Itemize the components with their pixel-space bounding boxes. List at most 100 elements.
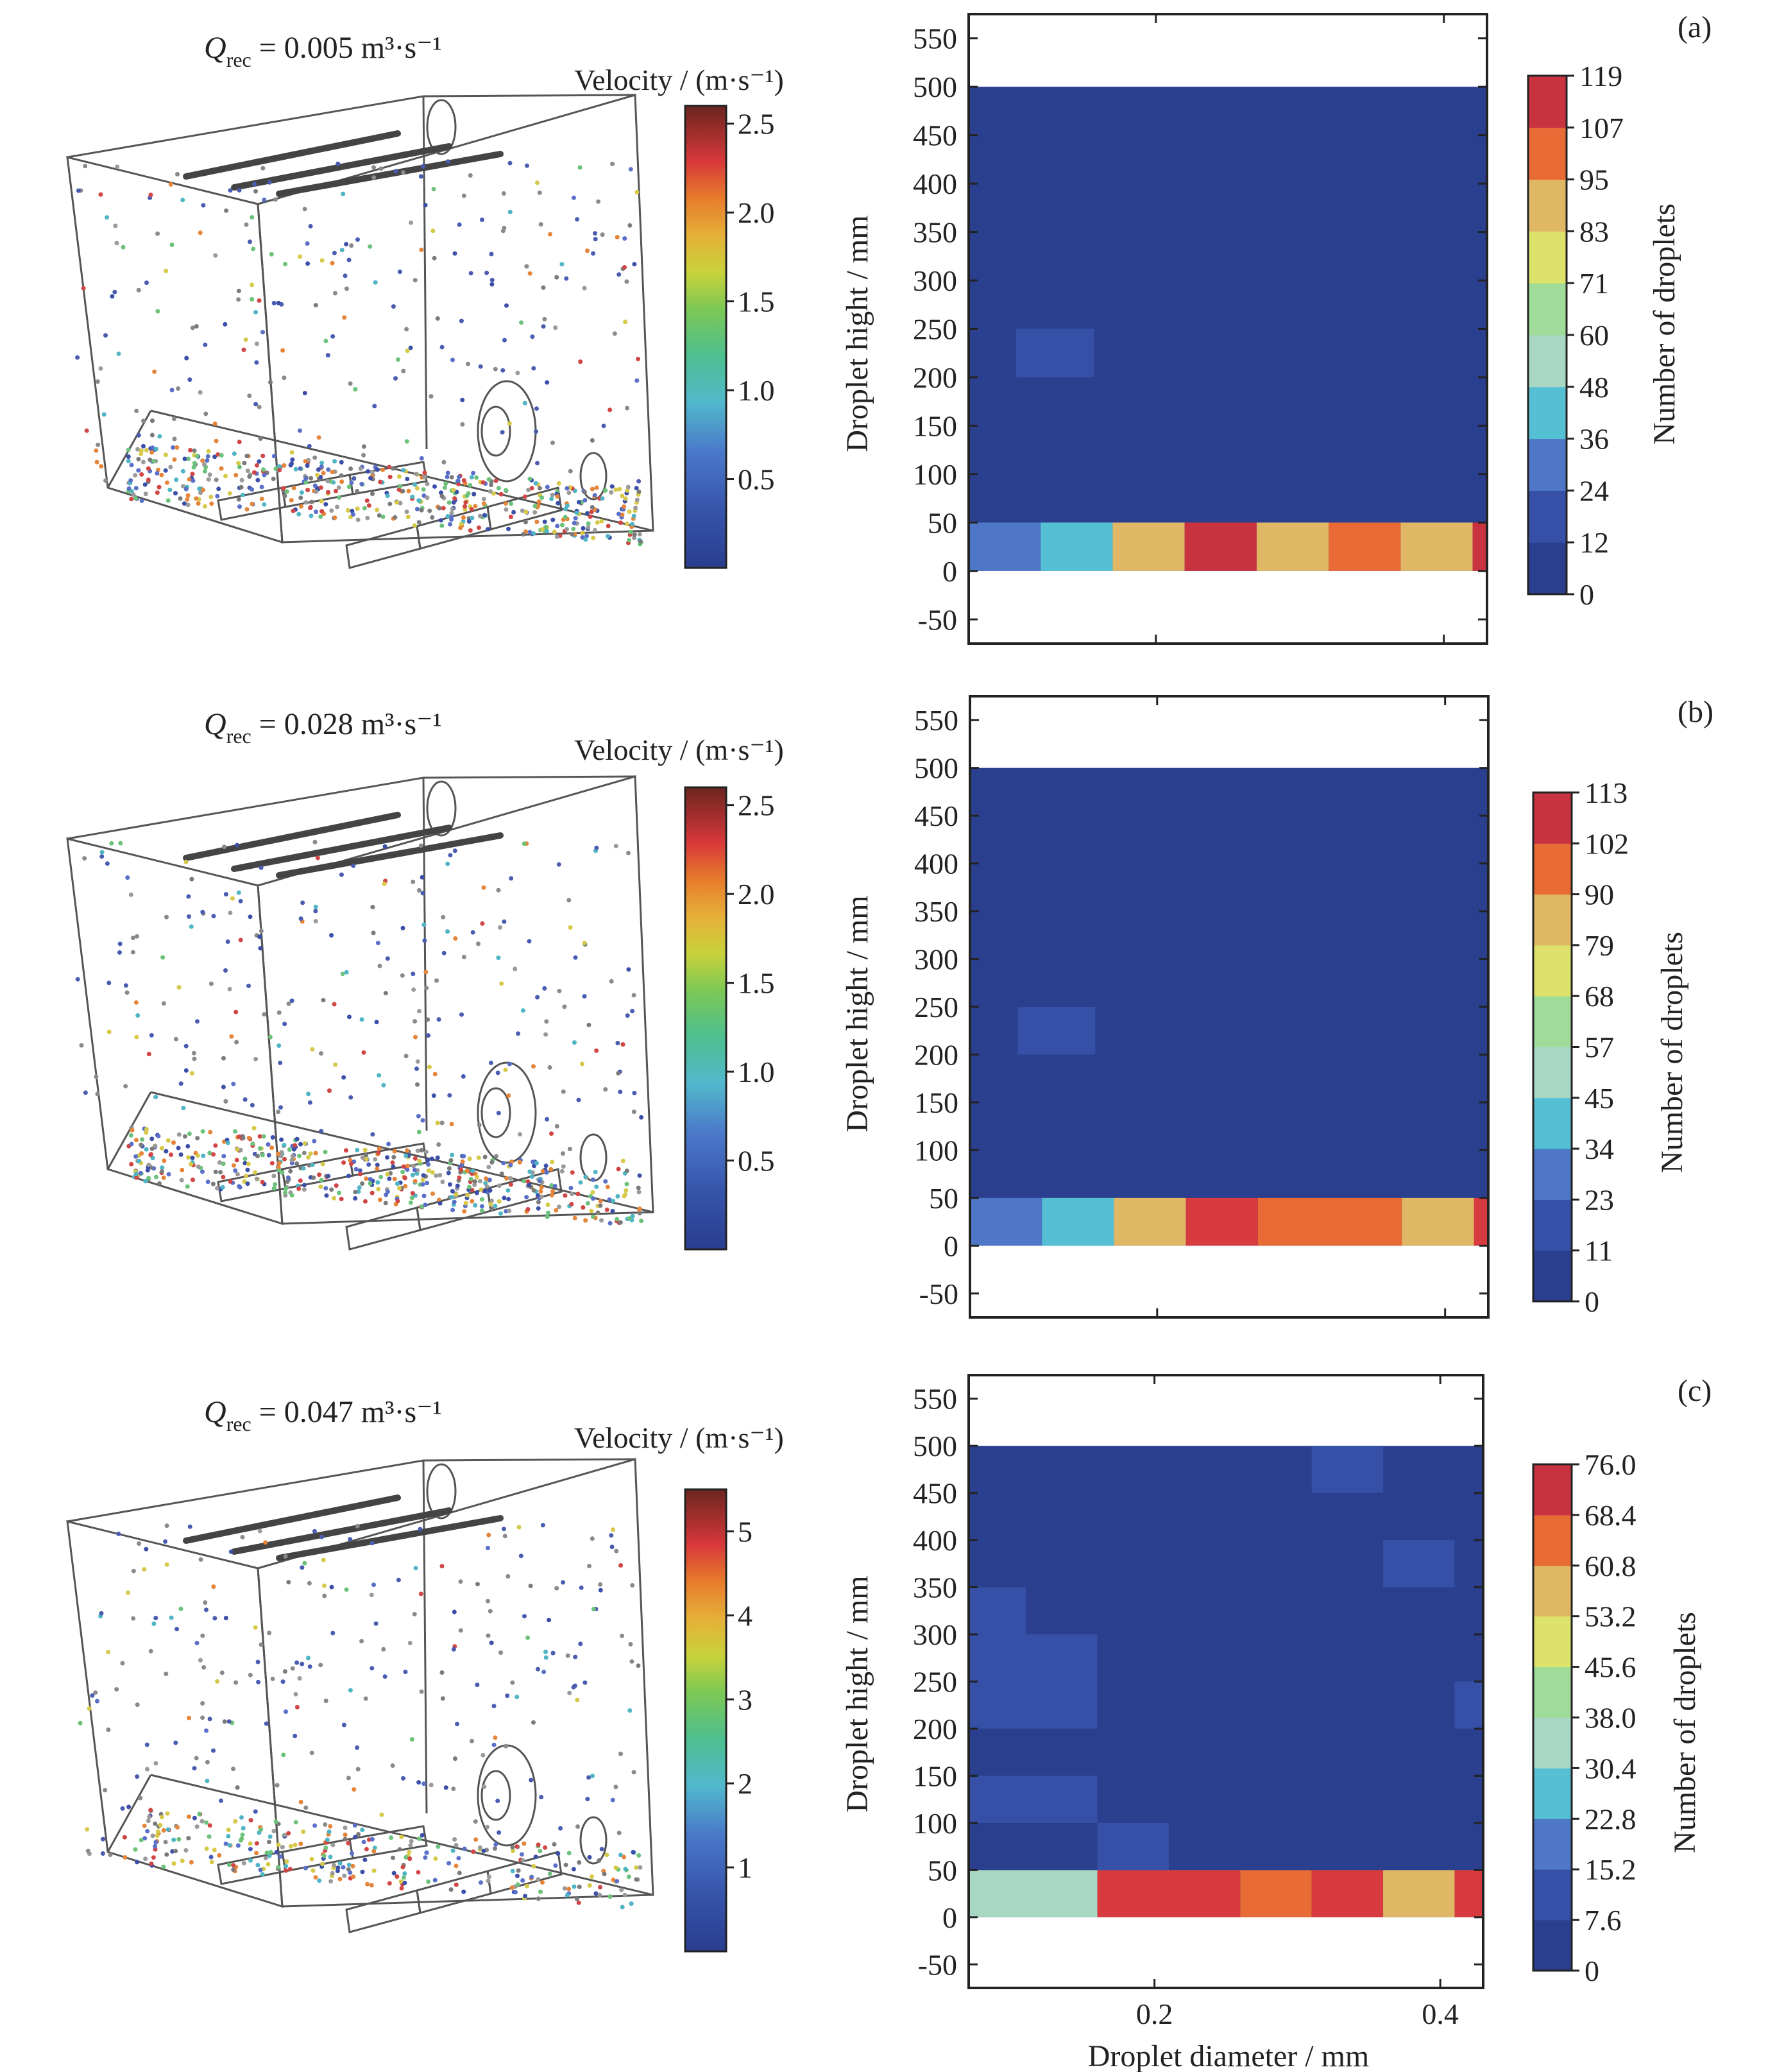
droplet: [631, 1109, 636, 1115]
droplet: [370, 1190, 375, 1195]
droplet: [425, 1017, 430, 1022]
panel-label-b: (b): [1678, 695, 1713, 729]
droplet: [605, 1185, 610, 1190]
ylabel-b: Droplet hight / mm: [840, 895, 874, 1132]
droplet: [552, 1842, 557, 1847]
droplet: [278, 1060, 283, 1065]
droplet: [589, 1208, 594, 1213]
droplet: [524, 1883, 529, 1888]
droplet: [342, 1873, 347, 1878]
droplet: [582, 490, 587, 495]
droplet: [341, 1865, 346, 1870]
droplet: [542, 519, 547, 524]
droplet: [290, 457, 295, 462]
droplet: [522, 1179, 527, 1183]
droplet: [254, 1851, 259, 1856]
droplet: [289, 498, 294, 502]
droplet: [329, 1187, 334, 1192]
colorbar-segment: [1533, 843, 1572, 895]
droplet: [291, 1147, 296, 1152]
droplet: [201, 1153, 206, 1158]
droplet: [157, 1181, 162, 1186]
droplet: [595, 520, 600, 525]
droplet: [189, 1161, 194, 1167]
droplet: [417, 1837, 421, 1841]
droplet: [144, 1147, 149, 1152]
droplet: [536, 1193, 540, 1198]
droplet: [134, 1175, 139, 1180]
droplet: [438, 1201, 443, 1206]
droplet: [571, 526, 576, 531]
droplet: [419, 508, 424, 513]
droplet: [587, 1564, 592, 1568]
droplet: [159, 472, 164, 477]
droplet: [554, 1586, 559, 1591]
droplet: [355, 1147, 360, 1152]
droplet: [375, 941, 380, 945]
droplet: [334, 1183, 339, 1188]
droplet: [178, 1606, 183, 1611]
droplet: [504, 507, 509, 512]
droplet: [441, 950, 446, 955]
droplet: [204, 1607, 208, 1613]
heatmap-cell: [1017, 1007, 1096, 1055]
droplet: [574, 510, 579, 515]
droplet: [332, 1195, 337, 1201]
droplet: [343, 1832, 348, 1837]
droplet: [346, 484, 352, 490]
droplet: [231, 1867, 236, 1872]
droplet: [546, 1210, 550, 1215]
droplet: [628, 1641, 633, 1647]
droplet: [131, 936, 135, 941]
droplet: [78, 1720, 83, 1725]
droplet: [627, 223, 633, 228]
droplet: [145, 1767, 149, 1772]
droplet: [258, 1867, 263, 1872]
droplet: [480, 921, 485, 926]
droplet: [201, 203, 206, 208]
droplet: [402, 1176, 407, 1181]
droplet: [207, 1717, 212, 1722]
droplet: [187, 1131, 192, 1136]
droplet: [565, 486, 570, 491]
droplet: [180, 1858, 185, 1863]
droplet: [450, 1848, 455, 1853]
droplet: [619, 1887, 624, 1892]
droplet: [416, 1129, 421, 1134]
droplet: [578, 1641, 583, 1647]
droplet: [192, 1815, 197, 1820]
droplet: [311, 1175, 316, 1180]
droplet: [316, 467, 321, 472]
droplet: [454, 490, 459, 495]
droplet: [443, 481, 448, 486]
droplet: [223, 321, 228, 327]
droplet: [257, 1134, 262, 1139]
droplet: [413, 1566, 418, 1571]
droplet: [191, 1050, 196, 1056]
droplet: [624, 1181, 629, 1186]
droplet: [202, 462, 207, 467]
droplet: [385, 493, 390, 499]
y-tick-label: 0: [942, 1901, 957, 1934]
droplet: [393, 376, 398, 381]
y-tick-label: 300: [913, 264, 957, 297]
droplet: [131, 492, 136, 497]
droplet: [268, 1849, 273, 1854]
droplet: [187, 1814, 191, 1819]
droplet: [513, 1890, 518, 1895]
droplet: [530, 334, 535, 339]
droplet: [169, 1152, 174, 1157]
heatmap-cell: [1184, 522, 1257, 571]
droplet: [153, 1840, 158, 1845]
droplet: [572, 1040, 577, 1045]
droplet: [286, 1831, 291, 1836]
y-tick-label: 300: [913, 1618, 957, 1651]
droplet: [348, 1537, 353, 1542]
droplet: [547, 1065, 552, 1070]
droplet: [472, 492, 477, 497]
droplet: [482, 1188, 488, 1194]
droplet: [259, 865, 264, 870]
droplet: [290, 1666, 295, 1671]
droplet: [94, 1074, 99, 1079]
droplet: [373, 280, 378, 285]
